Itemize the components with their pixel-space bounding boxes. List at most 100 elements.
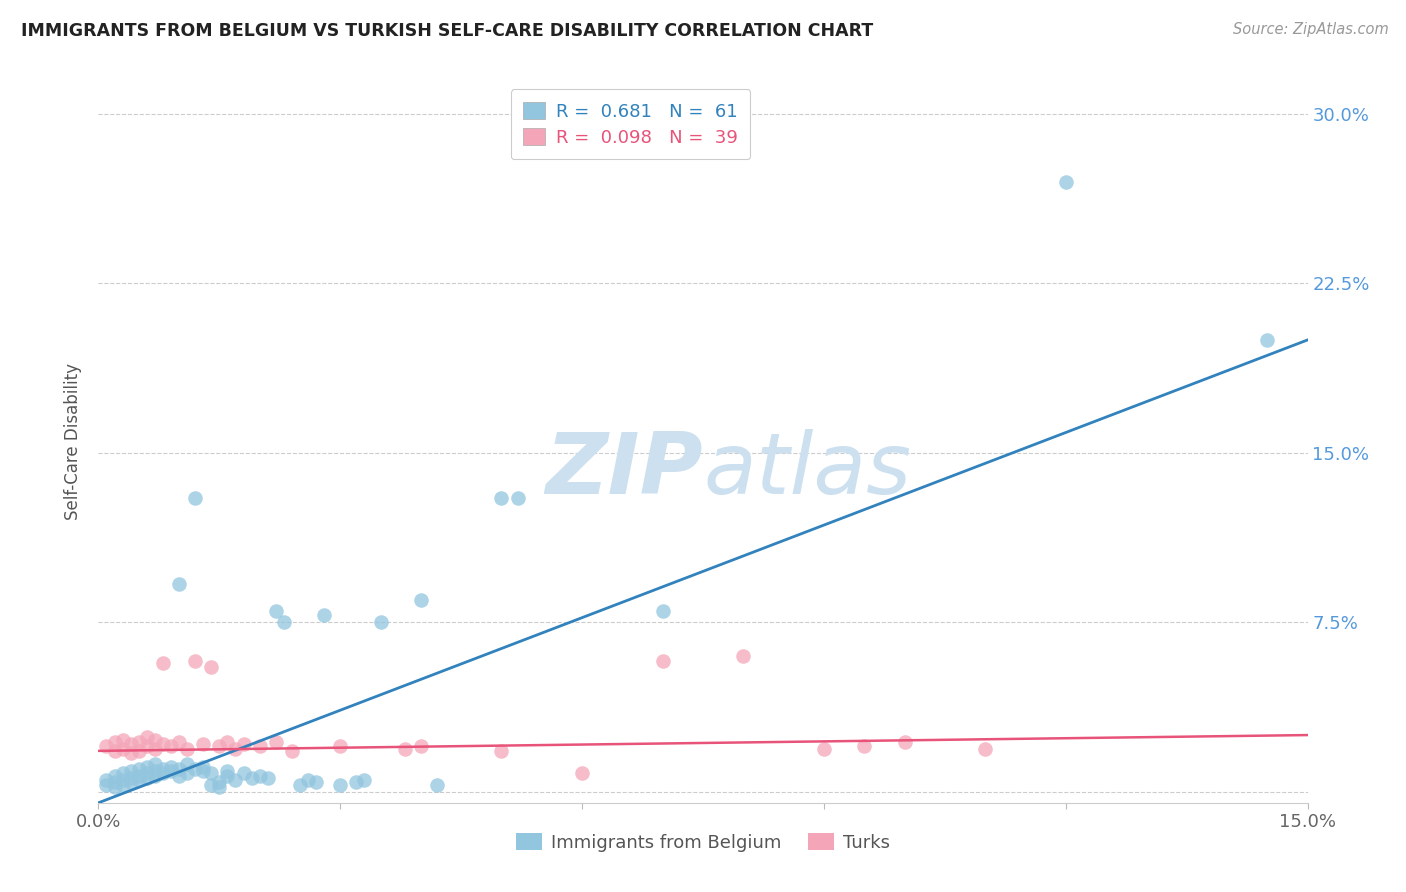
Point — [974, 741, 997, 756]
Point — [184, 491, 207, 505]
Point — [273, 615, 295, 630]
Point — [184, 654, 207, 668]
Point — [329, 778, 352, 792]
Point — [160, 764, 183, 779]
Point — [167, 769, 190, 783]
Point — [853, 739, 876, 754]
Point — [281, 744, 304, 758]
Point — [111, 778, 134, 792]
Point — [305, 775, 328, 789]
Point — [176, 741, 198, 756]
Point — [217, 735, 239, 749]
Point — [111, 773, 134, 788]
Point — [143, 732, 166, 747]
Point — [128, 769, 150, 783]
Point — [208, 775, 231, 789]
Text: Source: ZipAtlas.com: Source: ZipAtlas.com — [1233, 22, 1389, 37]
Point — [167, 576, 190, 591]
Point — [200, 766, 222, 780]
Point — [103, 780, 125, 794]
Text: atlas: atlas — [703, 429, 911, 512]
Point — [152, 656, 174, 670]
Point — [135, 766, 157, 780]
Point — [353, 773, 375, 788]
Point — [120, 746, 142, 760]
Point — [256, 771, 278, 785]
Point — [103, 744, 125, 758]
Point — [176, 757, 198, 772]
Point — [733, 648, 755, 663]
Point — [288, 778, 311, 792]
Point — [96, 739, 118, 754]
Point — [135, 731, 157, 745]
Point — [96, 773, 118, 788]
Point — [240, 771, 263, 785]
Point — [344, 775, 367, 789]
Point — [394, 741, 416, 756]
Legend: Immigrants from Belgium, Turks: Immigrants from Belgium, Turks — [509, 826, 897, 859]
Point — [160, 739, 183, 754]
Point — [208, 780, 231, 794]
Point — [491, 744, 513, 758]
Point — [135, 771, 157, 785]
Point — [160, 760, 183, 774]
Point — [120, 771, 142, 785]
Point — [111, 732, 134, 747]
Point — [135, 760, 157, 774]
Point — [135, 739, 157, 754]
Point — [314, 608, 336, 623]
Point — [111, 741, 134, 756]
Point — [249, 769, 271, 783]
Point — [224, 773, 246, 788]
Point — [232, 766, 254, 780]
Point — [167, 735, 190, 749]
Y-axis label: Self-Care Disability: Self-Care Disability — [65, 363, 83, 520]
Point — [224, 741, 246, 756]
Point — [651, 604, 673, 618]
Point — [128, 744, 150, 758]
Point — [297, 773, 319, 788]
Point — [143, 764, 166, 779]
Point — [120, 764, 142, 779]
Point — [128, 762, 150, 776]
Point — [193, 760, 215, 774]
Point — [232, 737, 254, 751]
Point — [264, 604, 287, 618]
Point — [111, 766, 134, 780]
Point — [120, 737, 142, 751]
Point — [893, 735, 915, 749]
Point — [813, 741, 835, 756]
Text: ZIP: ZIP — [546, 429, 703, 512]
Point — [651, 654, 673, 668]
Point — [152, 737, 174, 751]
Point — [103, 735, 125, 749]
Point — [128, 735, 150, 749]
Point — [1256, 333, 1278, 347]
Point — [167, 762, 190, 776]
Point — [152, 762, 174, 776]
Point — [571, 766, 593, 780]
Point — [103, 775, 125, 789]
Point — [217, 769, 239, 783]
Point — [370, 615, 392, 630]
Point — [103, 769, 125, 783]
Point — [96, 778, 118, 792]
Point — [143, 757, 166, 772]
Point — [426, 778, 449, 792]
Point — [176, 766, 198, 780]
Point — [200, 778, 222, 792]
Point — [217, 764, 239, 779]
Point — [1054, 175, 1077, 189]
Point — [128, 773, 150, 788]
Point — [152, 766, 174, 780]
Point — [409, 739, 432, 754]
Point — [329, 739, 352, 754]
Point — [193, 737, 215, 751]
Point — [200, 660, 222, 674]
Point — [491, 491, 513, 505]
Point — [264, 735, 287, 749]
Point — [193, 764, 215, 779]
Point — [120, 775, 142, 789]
Point — [184, 762, 207, 776]
Point — [506, 491, 529, 505]
